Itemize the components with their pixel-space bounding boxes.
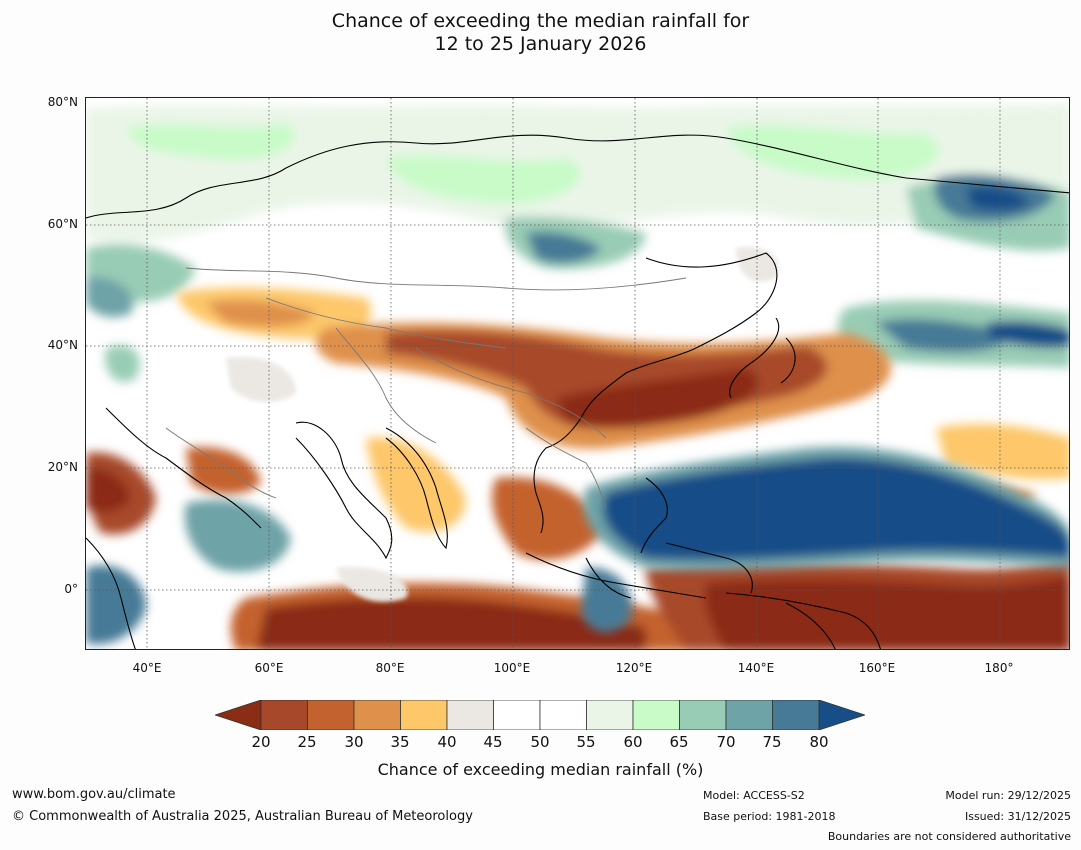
lon-label-120e: 120°E bbox=[615, 661, 653, 675]
lat-label-0: 0° bbox=[64, 582, 78, 596]
colorbar-tick: 45 bbox=[483, 733, 503, 751]
colorbar-segment bbox=[539, 700, 587, 730]
lon-label-40e: 40°E bbox=[132, 661, 162, 675]
colorbar-segment bbox=[400, 700, 448, 730]
lon-label-140e: 140°E bbox=[737, 661, 775, 675]
colorbar-segment bbox=[307, 700, 355, 730]
country-borders bbox=[165, 267, 687, 509]
colorbar-segments bbox=[215, 700, 865, 730]
colorbar-tick: 70 bbox=[716, 733, 736, 751]
north-pacific-wet bbox=[837, 300, 1069, 368]
colorbar-segment bbox=[679, 700, 727, 730]
model-text: Model: ACCESS-S2 bbox=[703, 789, 805, 802]
colorbar-segment bbox=[772, 700, 820, 730]
model-run-text: Model run: 29/12/2025 bbox=[945, 789, 1071, 802]
rainfall-probability-map bbox=[86, 98, 1069, 649]
colorbar-segment bbox=[632, 700, 680, 730]
graticule bbox=[86, 98, 1069, 649]
forecast-map bbox=[85, 97, 1070, 650]
colorbar-segment bbox=[446, 700, 494, 730]
colorbar-ticks: 20 25 30 35 40 45 50 55 60 65 70 75 80 bbox=[0, 733, 1081, 753]
colorbar-segment bbox=[586, 700, 634, 730]
wet-zones-north bbox=[86, 103, 1069, 382]
lon-label-160e: 160°E bbox=[858, 661, 896, 675]
lat-label-40n: 40°N bbox=[47, 338, 78, 352]
lon-label-180: 180° bbox=[984, 661, 1014, 675]
colorbar-segment bbox=[493, 700, 541, 730]
colorbar-tick: 25 bbox=[297, 733, 317, 751]
title-line-2: 12 to 25 January 2026 bbox=[434, 33, 647, 55]
colorbar-tick: 80 bbox=[809, 733, 829, 751]
chart-title: Chance of exceeding the median rainfall … bbox=[0, 10, 1081, 56]
colorbar-segment bbox=[260, 700, 308, 730]
colorbar-extend-high bbox=[818, 700, 865, 730]
colorbar-tick: 55 bbox=[576, 733, 596, 751]
copyright-text: © Commonwealth of Australia 2025, Austra… bbox=[12, 809, 473, 824]
colorbar-tick: 20 bbox=[251, 733, 271, 751]
disclaimer-text: Boundaries are not considered authoritat… bbox=[827, 830, 1071, 843]
lon-label-60e: 60°E bbox=[254, 661, 284, 675]
colorbar-tick: 60 bbox=[623, 733, 643, 751]
colorbar-label: Chance of exceeding median rainfall (%) bbox=[377, 760, 704, 779]
website-link[interactable]: www.bom.gov.au/climate bbox=[12, 787, 176, 802]
base-period-text: Base period: 1981-2018 bbox=[703, 810, 836, 823]
coastlines bbox=[86, 134, 1069, 649]
colorbar bbox=[215, 700, 865, 730]
lat-label-80n: 80°N bbox=[47, 95, 78, 109]
lat-label-60n: 60°N bbox=[47, 217, 78, 231]
colorbar-tick: 50 bbox=[530, 733, 550, 751]
colorbar-segment bbox=[725, 700, 773, 730]
lon-label-80e: 80°E bbox=[375, 661, 405, 675]
lon-label-100e: 100°E bbox=[493, 661, 531, 675]
colorbar-extend-low bbox=[215, 700, 262, 730]
title-line-1: Chance of exceeding the median rainfall … bbox=[331, 10, 750, 32]
colorbar-tick: 35 bbox=[390, 733, 410, 751]
colorbar-tick: 65 bbox=[669, 733, 689, 751]
colorbar-tick: 30 bbox=[344, 733, 364, 751]
lat-label-20n: 20°N bbox=[47, 460, 78, 474]
colorbar-tick: 40 bbox=[437, 733, 457, 751]
dry-zones bbox=[86, 287, 1069, 649]
colorbar-segment bbox=[353, 700, 401, 730]
colorbar-tick: 75 bbox=[762, 733, 782, 751]
neutral-zones bbox=[226, 247, 779, 602]
issued-text: Issued: 31/12/2025 bbox=[964, 810, 1071, 823]
